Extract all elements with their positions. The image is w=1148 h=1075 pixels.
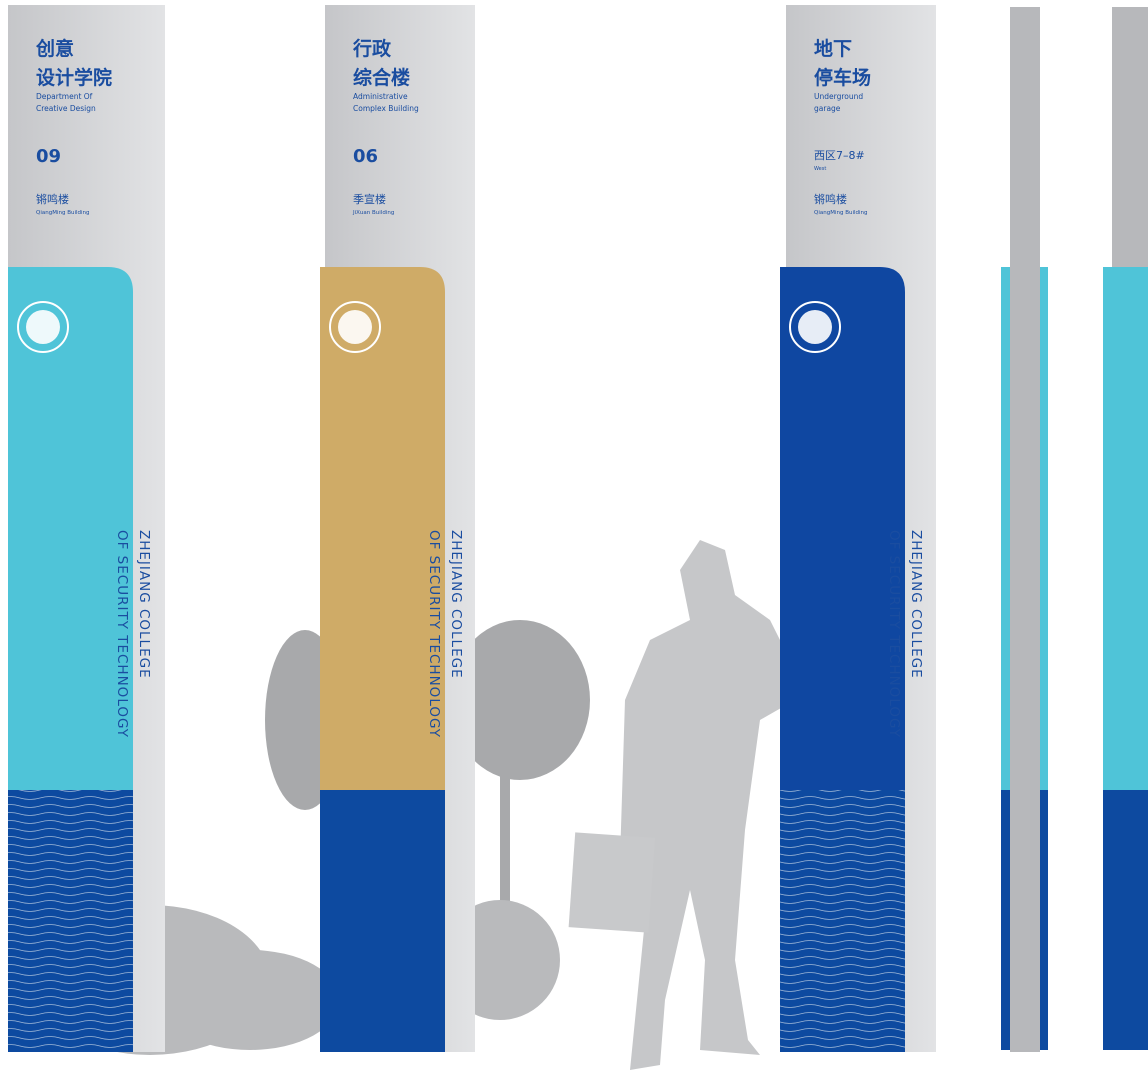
- logo-inner: [338, 310, 372, 344]
- vertical-text: ZHEJIANG COLLEGE: [448, 530, 464, 679]
- number: 09: [36, 146, 61, 167]
- sign-base: [780, 790, 905, 1052]
- subtitle: Department Of: [36, 92, 93, 101]
- subtitle: Underground: [814, 92, 863, 101]
- sign-base: [1103, 790, 1148, 1050]
- location: 西区7–8#: [814, 149, 865, 162]
- logo: [329, 301, 381, 353]
- logo: [17, 301, 69, 353]
- subtitle: Administrative: [353, 92, 408, 101]
- sign-panel: [780, 267, 905, 790]
- title: 行政: [352, 37, 392, 60]
- sign-post: [1112, 7, 1148, 267]
- logo: [789, 301, 841, 353]
- vertical-text: ZHEJIANG COLLEGE: [908, 530, 924, 679]
- title: 综合楼: [353, 66, 410, 89]
- title: 地下: [814, 37, 852, 60]
- building-en: QiangMing Building: [814, 210, 868, 216]
- building: 季宣楼: [353, 192, 386, 206]
- building-en: JiXuan Building: [352, 210, 394, 216]
- vertical-text: OF SECURITY TECHNOLOGY: [886, 530, 902, 738]
- subtitle: Creative Design: [36, 104, 96, 113]
- vertical-text: OF SECURITY TECHNOLOGY: [114, 530, 130, 738]
- slim-sign: [1103, 7, 1148, 1050]
- sign-panel: [8, 267, 133, 790]
- logo-inner: [798, 310, 832, 344]
- location-en: West: [814, 166, 826, 172]
- sign-panel: [320, 267, 445, 790]
- vertical-text: OF SECURITY TECHNOLOGY: [426, 530, 442, 738]
- number: 06: [353, 146, 378, 167]
- subtitle: garage: [814, 104, 841, 113]
- sign-post: [1010, 7, 1040, 1052]
- vertical-text: ZHEJIANG COLLEGE: [136, 530, 152, 679]
- building: 锵鸣楼: [36, 192, 69, 206]
- title: 停车场: [814, 66, 871, 89]
- logo-inner: [26, 310, 60, 344]
- sign-base: [320, 790, 445, 1052]
- building-en: QiangMing Building: [36, 210, 90, 216]
- sign-base: [8, 790, 133, 1052]
- sign-panel: [1103, 267, 1148, 790]
- title: 设计学院: [36, 66, 112, 89]
- building: 锵鸣楼: [814, 192, 847, 206]
- slim-sign: [1001, 7, 1048, 1052]
- title: 创意: [35, 37, 74, 60]
- subtitle: Complex Building: [353, 104, 419, 113]
